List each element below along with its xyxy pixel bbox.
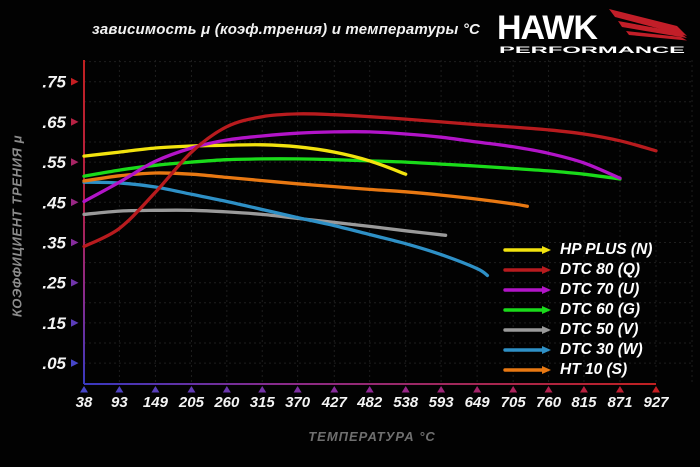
legend-item-dtc-50: DTC 50 (V) [503,320,652,340]
x-axis-label: ТЕМПЕРАТУРА °C [308,429,436,444]
legend-item-dtc-70: DTC 70 (U) [503,280,652,300]
x-tick-label: 93 [111,394,128,411]
y-tick-arrow-icon [71,118,79,126]
legend-label: HT 10 (S) [560,361,628,378]
hawk-logo: HAWK PERFORMANCE [497,9,687,56]
x-tick-label: 760 [536,394,562,411]
x-tick-arrow-icon [258,386,267,393]
x-tick-arrow-icon [115,386,124,393]
x-tick-label: 149 [143,394,169,411]
chart-title: зависимость μ (коэф.трения) и температур… [92,21,481,38]
y-tick-label: .05 [42,354,66,373]
legend-label: DTC 30 (W) [560,341,643,358]
y-tick-label: .45 [42,193,66,212]
y-tick-arrow-icon [71,278,79,287]
curve-hp-plus-n [82,143,408,176]
curve-ht-10-s [82,171,529,208]
x-tick-arrow-icon [473,386,482,393]
legend-item-hp-plus: HP PLUS (N) [503,240,652,260]
legend-swatch-icon [503,306,551,314]
x-tick-label: 205 [178,394,205,411]
y-tick-arrow-icon [71,158,79,166]
x-tick-arrow-icon [579,386,588,393]
y-tick-label: .35 [42,234,66,253]
x-tick-label: 649 [465,394,491,411]
x-tick-arrow-icon [509,386,518,393]
x-tick-label: 871 [607,394,632,411]
legend-label: DTC 60 (G) [560,301,641,318]
y-tick-arrow-icon [71,319,79,327]
legend-label: DTC 50 (V) [560,321,639,338]
x-tick-arrow-icon [151,386,160,393]
y-tick-arrow-icon [71,77,79,86]
legend: HP PLUS (N) DTC 80 (Q) DTC 70 (U) DTC 60… [503,240,652,380]
gridlines [83,60,693,384]
x-tick-label: 593 [429,394,455,411]
x-tick-arrow-icon [330,386,339,393]
curve-dtc-70-u [82,130,622,204]
legend-swatch-icon [503,286,551,294]
legend-item-ht-10: HT 10 (S) [503,360,652,380]
legend-swatch-icon [503,346,551,354]
y-tick-label: .55 [42,153,66,172]
legend-swatch-icon [503,366,551,374]
y-tick-label: .65 [42,113,66,132]
logo-brand-text: HAWK [497,9,598,47]
x-tick-arrow-icon [187,386,196,393]
x-tick-label: 370 [285,394,311,411]
legend-item-dtc-60: DTC 60 (G) [503,300,652,320]
legend-label: DTC 80 (Q) [560,261,641,278]
curve-dtc-30-w [82,180,490,278]
legend-swatch-icon [503,246,551,254]
x-tick-label: 315 [250,394,276,411]
x-tick-arrow-icon [365,386,374,393]
x-tick-label: 482 [356,394,383,411]
x-tick-arrow-icon [437,386,446,393]
x-tick-label: 260 [213,394,240,411]
x-tick-label: 927 [643,394,669,411]
x-tick-label: 38 [76,394,93,411]
x-tick-arrow-icon [80,386,88,393]
x-tick-arrow-icon [401,386,410,393]
logo-subtitle-text: PERFORMANCE [499,45,685,56]
legend-label: DTC 70 (U) [560,281,640,298]
legend-item-dtc-80: DTC 80 (Q) [503,260,652,280]
x-tick-label: 705 [501,394,527,411]
x-tick-arrow-icon [652,386,660,393]
x-tick-arrow-icon [615,386,624,393]
y-tick-arrow-icon [71,198,79,207]
y-tick-label: .25 [42,274,66,293]
x-tick-arrow-icon [222,386,231,393]
legend-item-dtc-30: DTC 30 (W) [503,340,652,360]
y-tick-arrow-icon [71,238,79,247]
curve-dtc-50-v [82,208,448,237]
y-tick-label: .75 [42,73,66,92]
x-tick-label: 427 [321,394,348,411]
curve-dtc-80-q [82,112,658,249]
legend-label: HP PLUS (N) [560,241,653,258]
hawk-wing-icon [609,9,687,41]
x-tick-arrow-icon [544,386,553,393]
x-tick-arrow-icon [293,386,302,393]
y-tick-arrow-icon [71,359,79,367]
legend-swatch-icon [503,326,551,334]
y-tick-label: .15 [42,314,66,333]
x-tick-label: 815 [571,394,597,411]
legend-swatch-icon [503,266,551,274]
x-tick-label: 538 [393,394,419,411]
curve-dtc-60-g [82,157,622,181]
